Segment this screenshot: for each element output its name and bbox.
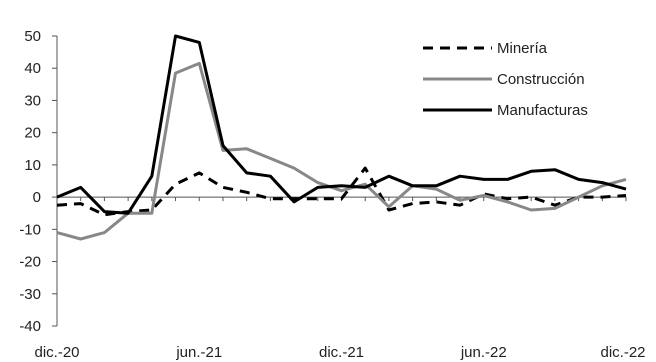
x-tick-label: dic.-21 [319,344,364,361]
y-tick-label: 20 [24,125,41,142]
legend-label: Manufacturas [497,102,588,119]
legend-label: Minería [497,40,548,57]
legend: Minería Construcción Manufacturas [423,40,588,119]
y-tick-label: 30 [24,92,41,109]
y-tick-label: -20 [19,254,41,271]
x-tick-label: jun.-22 [460,344,507,361]
x-axis: dic.-20 jun.-21 dic.-21 jun.-22 dic.-22 [34,196,646,361]
x-tick-label: jun.-21 [175,344,222,361]
y-tick-label: 10 [24,157,41,174]
series-lines [56,34,627,241]
y-tick-label: -30 [19,286,41,303]
x-tick-label: dic.-20 [34,344,79,361]
series-line-mineria [56,166,627,217]
x-tick-label: dic.-22 [600,344,645,361]
legend-label: Construcción [497,71,585,88]
y-tick-label: -10 [19,221,41,238]
y-tick-label: 40 [24,60,41,77]
series-line-manufacturas [56,34,627,215]
y-tick-label: 50 [24,28,41,45]
y-tick-label: 0 [33,189,41,206]
y-tick-label: -40 [19,318,41,335]
series-line-construccion [56,61,627,241]
y-axis: -40 -30 -20 -10 0 10 20 30 40 50 [19,28,58,335]
